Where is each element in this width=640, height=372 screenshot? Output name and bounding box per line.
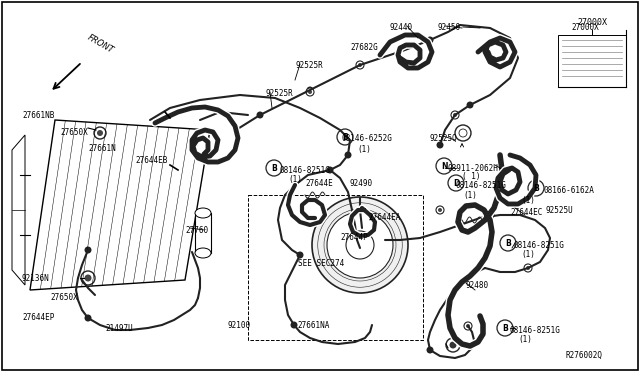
Circle shape [488,213,492,217]
Circle shape [438,208,442,212]
Circle shape [500,235,516,251]
Text: 27644P: 27644P [340,233,368,242]
Text: 92480: 92480 [465,281,488,290]
Circle shape [464,322,472,330]
Circle shape [291,321,298,328]
Text: B: B [505,239,511,248]
Bar [195,213,211,253]
Text: 27661NA: 27661NA [297,321,330,330]
Text: B: B [502,324,508,333]
Text: 27000X: 27000X [577,18,607,27]
Text: 27661NB: 27661NB [22,111,54,120]
Text: R276002Q: R276002Q [565,351,602,360]
Circle shape [448,175,464,191]
Text: 27644E: 27644E [305,179,333,188]
Circle shape [497,320,513,336]
Ellipse shape [195,248,211,258]
Text: 27661N: 27661N [88,144,116,153]
Text: ( 1): ( 1) [462,172,481,181]
Text: B: B [271,164,277,173]
Text: FRONT: FRONT [86,33,115,55]
Bar [248,195,423,340]
Text: B: B [533,184,539,193]
Circle shape [326,167,333,173]
Text: N: N [441,162,447,171]
Circle shape [81,271,95,285]
Text: 08146-8251G: 08146-8251G [455,181,506,190]
Text: 27682G: 27682G [350,43,378,52]
Circle shape [312,197,408,293]
Text: 27760: 27760 [185,226,208,235]
Circle shape [97,130,103,136]
Text: 27650X: 27650X [60,128,88,137]
Circle shape [426,346,433,353]
Text: 92450: 92450 [438,23,461,32]
Circle shape [337,129,353,145]
Text: B: B [342,133,348,142]
Text: 08146-6252G: 08146-6252G [342,134,393,143]
Text: (1): (1) [357,145,371,154]
Text: 92525R: 92525R [295,61,323,70]
Circle shape [84,247,92,253]
Circle shape [346,231,374,259]
Text: 92136N: 92136N [22,274,50,283]
Text: 92525R: 92525R [265,89,292,98]
Text: SEE SEC274: SEE SEC274 [298,259,344,268]
Text: 92490: 92490 [350,179,373,188]
Text: (1): (1) [521,196,535,205]
Bar [558,35,626,87]
Circle shape [84,275,92,282]
Circle shape [327,212,393,278]
Circle shape [466,324,470,328]
Text: 92100: 92100 [228,321,251,330]
Circle shape [446,338,460,352]
Circle shape [524,264,532,272]
Text: 92440: 92440 [390,23,413,32]
Circle shape [467,102,474,109]
Circle shape [453,113,457,117]
Circle shape [308,90,312,94]
Circle shape [528,180,544,196]
Circle shape [486,211,494,219]
Circle shape [266,160,282,176]
Circle shape [449,341,456,349]
Text: 27644EC: 27644EC [510,208,542,217]
Text: (1): (1) [288,175,302,184]
Circle shape [459,129,467,137]
Circle shape [451,111,459,119]
Circle shape [526,266,530,270]
Text: 27644EB: 27644EB [135,156,168,165]
Text: 27644EP: 27644EP [22,313,54,322]
Circle shape [426,36,433,44]
Circle shape [358,63,362,67]
Circle shape [296,251,303,259]
Text: 27000X: 27000X [571,23,599,32]
Text: 21497U: 21497U [105,324,132,333]
Circle shape [436,141,444,148]
Circle shape [306,88,314,96]
Text: 08166-6162A: 08166-6162A [543,186,594,195]
Text: 27650X: 27650X [50,293,77,302]
Circle shape [436,206,444,214]
Circle shape [344,151,351,158]
Text: (1): (1) [521,250,535,259]
Text: 08146-8251G: 08146-8251G [513,241,564,250]
Circle shape [94,127,106,139]
Text: 92525Q: 92525Q [430,134,458,143]
Text: 92525U: 92525U [545,206,573,215]
Text: 08146-8251G: 08146-8251G [510,326,561,335]
Text: 27644EA: 27644EA [368,213,401,222]
Circle shape [356,61,364,69]
Circle shape [257,112,264,119]
Text: D: D [453,179,459,188]
Text: 08911-2062H-: 08911-2062H- [448,164,504,173]
Circle shape [84,314,92,321]
Circle shape [436,158,452,174]
Circle shape [455,125,471,141]
Text: (1): (1) [463,191,477,200]
Text: (1): (1) [518,335,532,344]
Text: 08146-8251G: 08146-8251G [280,166,331,175]
Ellipse shape [195,208,211,218]
Circle shape [307,87,314,93]
